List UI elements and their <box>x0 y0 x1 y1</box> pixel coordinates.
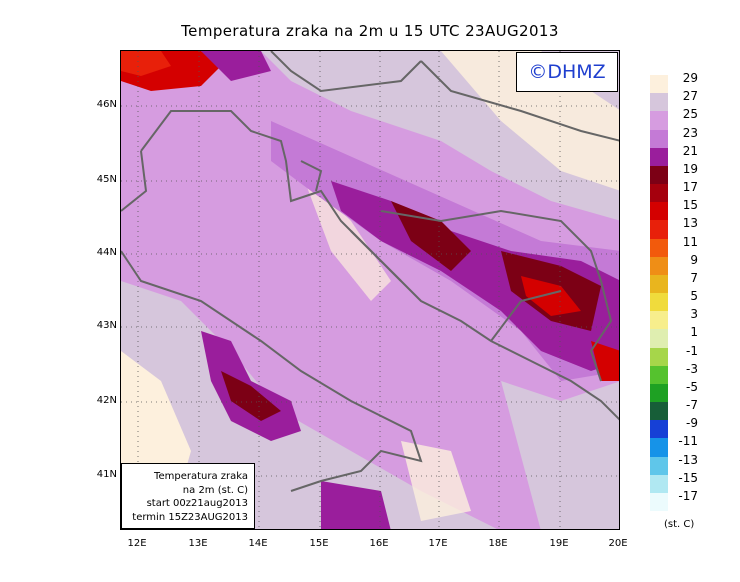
islands <box>350 230 402 282</box>
info-line-2: na 2m (st. C) <box>182 484 248 496</box>
legend-swatch <box>650 420 668 439</box>
legend-swatch <box>650 492 668 512</box>
map-title: Temperatura zraka na 2m u 15 UTC 23AUG20… <box>181 22 559 40</box>
drina-border <box>589 280 613 382</box>
lon-label-16e: 16E <box>369 538 389 549</box>
legend-swatch <box>650 293 668 312</box>
legend-label: -3 <box>686 361 698 376</box>
field-coast-pale <box>301 171 391 301</box>
italy-northeast-coast <box>121 150 148 212</box>
legend-label: -5 <box>686 379 698 394</box>
legend-label: 5 <box>690 289 698 303</box>
legend-swatch <box>650 165 668 185</box>
alpine-border <box>270 51 422 93</box>
lon-label-12e: 12E <box>127 538 147 549</box>
legend-swatch <box>650 456 668 476</box>
legend-label: 19 <box>682 161 698 176</box>
legend-swatch <box>650 365 668 385</box>
legend-label: -13 <box>678 452 698 467</box>
legend-label: 11 <box>682 234 698 249</box>
legend-swatch <box>650 111 668 130</box>
field-hot-4 <box>591 341 619 381</box>
legend-label: 25 <box>682 107 698 122</box>
legend-swatch <box>650 238 668 258</box>
legend-label: 15 <box>682 198 698 213</box>
lat-label-45n: 45N <box>96 174 117 185</box>
legend-swatch <box>650 383 668 403</box>
legend-label: 27 <box>682 89 698 104</box>
info-box: Temperatura zraka na 2m (st. C) start 00… <box>121 463 255 529</box>
legend-swatch <box>650 474 668 494</box>
lon-label-19e: 19E <box>549 538 569 549</box>
legend-swatch <box>650 184 668 203</box>
legend-unit: (st. C) <box>664 519 695 530</box>
field-hot-3 <box>521 276 581 316</box>
legend-label: 7 <box>690 270 698 285</box>
legend-label: -17 <box>678 488 698 503</box>
italy-east-coast <box>121 250 423 492</box>
field-n-patch <box>201 51 271 81</box>
info-line-3: start 00z21aug2013 <box>146 498 248 509</box>
legend-swatch <box>650 274 668 294</box>
field-italy-hotter <box>221 371 281 421</box>
lat-label-43n: 43N <box>96 320 117 331</box>
lon-label-14e: 14E <box>248 538 268 549</box>
field-nw-hottest <box>121 51 171 76</box>
legend-swatch <box>650 402 668 421</box>
istria <box>300 160 323 192</box>
lon-label-13e: 13E <box>188 538 208 549</box>
coastlines <box>121 51 619 492</box>
field-dinaric-core <box>331 181 619 371</box>
temperature-map[interactable] <box>120 50 620 530</box>
field-hot-1 <box>391 201 471 271</box>
legend-label: 29 <box>682 71 698 85</box>
color-legend <box>650 75 668 512</box>
lat-label-44n: 44N <box>96 247 117 258</box>
northern-border <box>420 60 619 142</box>
legend-label: 9 <box>690 252 698 267</box>
info-line-4: termin 15Z23AUG2013 <box>132 511 248 523</box>
legend-swatch <box>650 202 668 221</box>
dhmz-logo: ©DHMZ <box>516 52 618 92</box>
legend-label: -9 <box>686 416 698 431</box>
legend-swatch <box>650 220 668 239</box>
legend-label: 23 <box>682 125 698 140</box>
info-line-1: Temperatura zraka <box>154 471 248 482</box>
legend-label: -15 <box>678 470 698 485</box>
legend-label: 21 <box>682 143 698 158</box>
legend-swatch <box>650 438 668 457</box>
legend-swatch <box>650 75 668 94</box>
legend-label: -7 <box>686 398 698 412</box>
legend-swatch <box>650 147 668 167</box>
legend-swatch <box>650 129 668 149</box>
legend-swatch <box>650 329 668 348</box>
lon-label-17e: 17E <box>428 538 448 549</box>
lat-label-46n: 46N <box>96 99 117 110</box>
temperature-field <box>121 51 619 529</box>
legend-swatch <box>650 347 668 367</box>
legend-label: 1 <box>690 325 698 340</box>
legend-label: -11 <box>678 434 698 449</box>
legend-swatch <box>650 311 668 330</box>
lon-label-20e: 20E <box>608 538 628 549</box>
field-southeast-light <box>501 381 619 529</box>
legend-label: 17 <box>682 180 698 194</box>
legend-label: 3 <box>690 307 698 322</box>
field-south-hot <box>321 481 391 529</box>
bih-south-border <box>490 290 562 342</box>
legend-swatch <box>650 256 668 276</box>
legend-label: 13 <box>682 216 698 231</box>
lat-label-41n: 41N <box>96 469 117 480</box>
legend-label: -1 <box>686 343 698 358</box>
lat-label-42n: 42N <box>96 395 117 406</box>
lon-label-18e: 18E <box>488 538 508 549</box>
legend-swatch <box>650 93 668 112</box>
lon-label-15e: 15E <box>309 538 329 549</box>
sava-border <box>380 209 602 282</box>
